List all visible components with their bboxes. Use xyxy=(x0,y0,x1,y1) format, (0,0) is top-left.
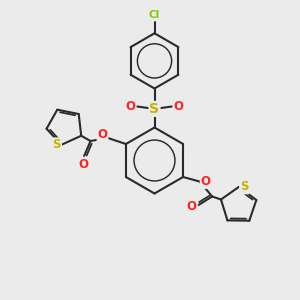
Text: O: O xyxy=(98,128,107,142)
Text: O: O xyxy=(173,100,184,113)
Text: Cl: Cl xyxy=(149,10,160,20)
Text: O: O xyxy=(78,158,88,171)
Text: O: O xyxy=(201,175,211,188)
Text: O: O xyxy=(186,200,196,213)
Text: S: S xyxy=(240,180,248,194)
Text: O: O xyxy=(125,100,136,113)
Text: S: S xyxy=(52,138,61,151)
Text: S: S xyxy=(149,102,160,116)
